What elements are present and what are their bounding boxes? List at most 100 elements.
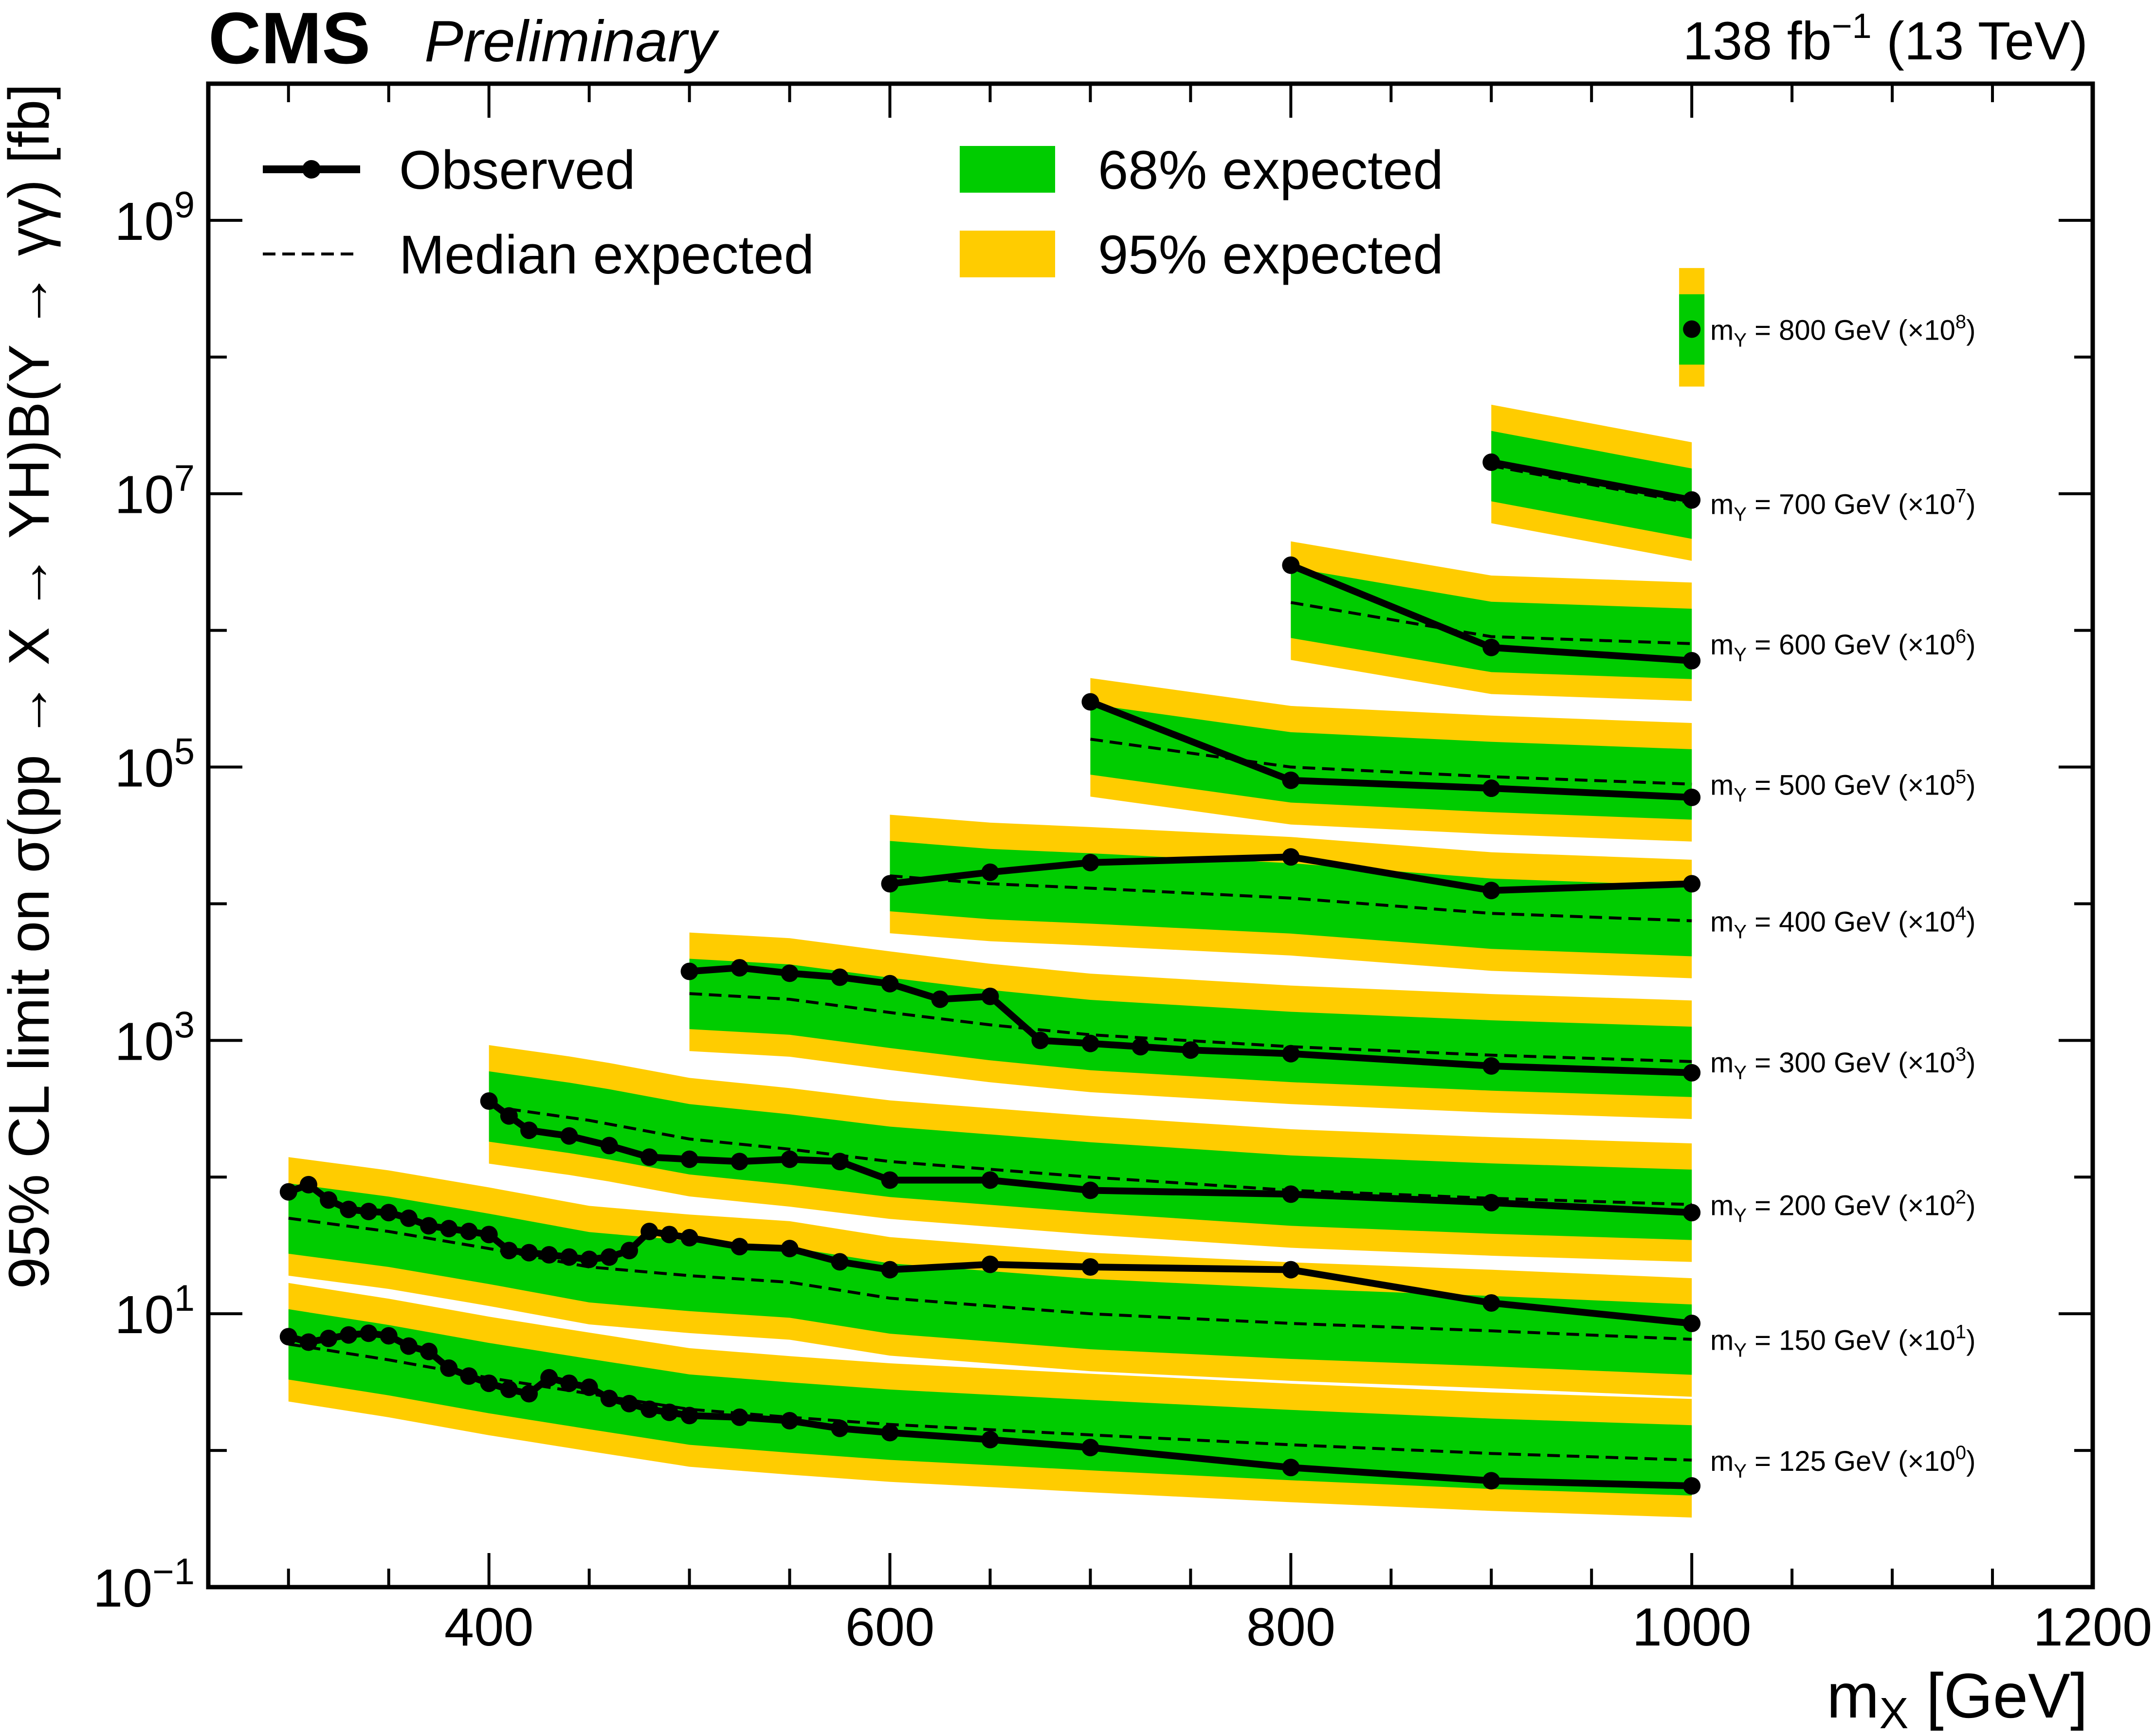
observed-point: [1482, 779, 1500, 797]
observed-point: [731, 1153, 749, 1171]
observed-point: [440, 1220, 458, 1238]
legend-observed-label: Observed: [399, 140, 636, 200]
observed-point: [580, 1250, 598, 1268]
observed-point: [480, 1092, 498, 1110]
observed-point: [831, 968, 849, 986]
observed-point: [981, 863, 999, 881]
observed-point: [1683, 320, 1701, 338]
observed-point: [731, 1408, 749, 1426]
series-label-2: mY = 200 GeV (×102): [1710, 1187, 1975, 1227]
x-tick-label: 800: [1246, 1597, 1336, 1657]
x-tick-label: 400: [444, 1597, 534, 1657]
observed-point: [731, 1238, 749, 1256]
y-axis-title: 95% CL limit on σ(pp → X → YH)B(Y → γγ) …: [0, 84, 61, 1289]
observed-point: [1683, 1064, 1701, 1082]
x-tick-label: 1200: [2033, 1597, 2153, 1657]
x-tick-label: 1000: [1632, 1597, 1752, 1657]
observed-line-5: [1089, 698, 1692, 801]
x-tick-labels: 400 600 800 1000 1200: [444, 1597, 2152, 1657]
observed-point: [340, 1326, 358, 1344]
observed-point: [1482, 1472, 1500, 1490]
expected-line-2: [489, 1104, 1692, 1206]
axis-ticks: [208, 84, 2093, 1587]
observed-line-7: [1490, 459, 1693, 504]
observed-point: [279, 1183, 297, 1201]
observed-point: [1282, 1459, 1300, 1477]
legend: Observed Median expected 68% expected 95…: [263, 140, 1443, 285]
observed-point: [600, 1137, 618, 1155]
y-tick-label: 105: [114, 731, 195, 798]
observed-point: [1282, 848, 1300, 866]
observed-point: [781, 1150, 799, 1168]
series-label-1: mY = 150 GeV (×101): [1710, 1321, 1975, 1361]
observed-point: [400, 1209, 418, 1227]
observed-point: [1081, 1439, 1099, 1457]
observed-point: [781, 1240, 799, 1258]
observed-point: [931, 990, 949, 1008]
legend-band95-label: 95% expected: [1098, 224, 1443, 285]
observed-point: [731, 959, 749, 977]
observed-point: [1683, 1477, 1701, 1495]
observed-point: [1482, 1194, 1500, 1212]
series-label-0: mY = 125 GeV (×100): [1710, 1442, 1975, 1482]
observed-point: [279, 1328, 297, 1346]
observed-point: [1482, 1057, 1500, 1075]
observed-point: [1282, 1045, 1300, 1063]
y-tick-label: 101: [114, 1278, 195, 1345]
observed-point: [1683, 1315, 1701, 1333]
expected-line-7: [1491, 464, 1692, 505]
observed-point: [340, 1200, 358, 1218]
observed-point: [1683, 491, 1701, 509]
observed-point: [1482, 1294, 1500, 1312]
legend-observed-marker: [302, 160, 321, 179]
observed-point: [781, 964, 799, 982]
observed-point: [540, 1369, 558, 1387]
observed-point: [831, 1253, 849, 1271]
observed-point: [1182, 1041, 1200, 1059]
observed-point: [480, 1226, 498, 1244]
legend-band68-swatch: [960, 146, 1055, 193]
observed-point: [299, 1175, 317, 1194]
observed-point: [520, 1385, 538, 1403]
observed-point: [440, 1359, 458, 1377]
lumi-label: 138 fb−1 (13 TeV): [1683, 7, 2088, 71]
observed-point: [520, 1244, 538, 1262]
observed-point: [1132, 1038, 1150, 1056]
band68-1: [288, 1183, 1692, 1375]
observed-point: [1683, 875, 1701, 893]
observed-point: [881, 1424, 899, 1442]
series-labels-layer: mY = 125 GeV (×100) mY = 150 GeV (×101) mY…: [1710, 311, 1975, 1482]
observed-point: [380, 1327, 398, 1345]
observed-point: [1081, 693, 1099, 711]
y-tick-label: 10−1: [93, 1551, 195, 1618]
observed-point: [299, 1333, 317, 1351]
observed-point: [560, 1127, 578, 1145]
expected-line-4: [890, 874, 1692, 922]
observed-point: [360, 1203, 378, 1221]
observed-point: [1081, 853, 1099, 871]
observed-point: [680, 1407, 698, 1425]
series-label-4: mY = 400 GeV (×104): [1710, 903, 1975, 943]
observed-point: [660, 1226, 678, 1244]
observed-point: [621, 1394, 639, 1412]
observed-point: [1683, 651, 1701, 669]
observed-point: [640, 1400, 658, 1418]
y-tick-labels: 109 107 105 103 101 10−1: [93, 184, 195, 1618]
observed-point: [881, 1261, 899, 1279]
observed-point: [520, 1121, 538, 1139]
legend-band95-swatch: [960, 231, 1055, 277]
observed-point: [1282, 1261, 1300, 1279]
legend-median-label: Median expected: [399, 224, 814, 285]
cms-label: CMS: [208, 0, 370, 79]
expected-line-3: [689, 992, 1692, 1063]
observed-point: [500, 1380, 518, 1398]
series-label-3: mY = 300 GeV (×103): [1710, 1044, 1975, 1084]
x-axis-title: mX [GeV]: [1826, 1660, 2088, 1736]
observed-point: [1081, 1181, 1099, 1199]
y-tick-label: 109: [114, 184, 195, 252]
observed-point: [881, 975, 899, 993]
series-label-8: mY = 800 GeV (×108): [1710, 311, 1975, 351]
observed-point: [1081, 1034, 1099, 1052]
observed-point: [480, 1374, 498, 1392]
